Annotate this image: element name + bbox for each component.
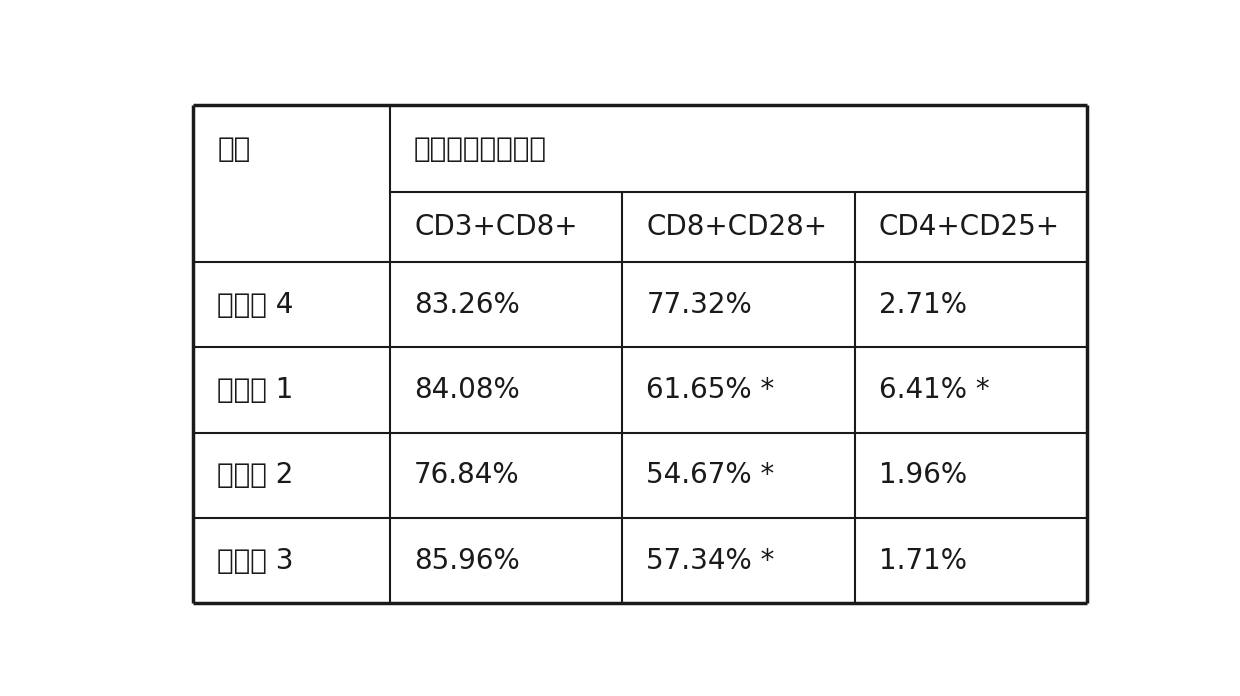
- Text: 对比例 1: 对比例 1: [217, 376, 294, 404]
- Text: 83.26%: 83.26%: [414, 291, 520, 319]
- Text: 57.34% *: 57.34% *: [646, 546, 775, 575]
- Text: 对比例 3: 对比例 3: [217, 546, 294, 575]
- Text: 组别: 组别: [217, 134, 250, 163]
- Text: 6.41% *: 6.41% *: [879, 376, 990, 404]
- Text: 77.32%: 77.32%: [646, 291, 753, 319]
- Text: 1.96%: 1.96%: [879, 461, 967, 489]
- Text: CD4+CD25+: CD4+CD25+: [879, 213, 1060, 241]
- Text: 54.67% *: 54.67% *: [646, 461, 775, 489]
- Text: CD3+CD8+: CD3+CD8+: [414, 213, 578, 241]
- Text: 1.71%: 1.71%: [879, 546, 967, 575]
- Text: CD8+CD28+: CD8+CD28+: [646, 213, 827, 241]
- Text: 细胞表型鉴定结果: 细胞表型鉴定结果: [414, 134, 547, 163]
- Text: 实施例 4: 实施例 4: [217, 291, 294, 319]
- Text: 2.71%: 2.71%: [879, 291, 967, 319]
- Text: 对比例 2: 对比例 2: [217, 461, 294, 489]
- Text: 61.65% *: 61.65% *: [646, 376, 775, 404]
- Text: 76.84%: 76.84%: [414, 461, 520, 489]
- Text: 84.08%: 84.08%: [414, 376, 520, 404]
- Text: 85.96%: 85.96%: [414, 546, 520, 575]
